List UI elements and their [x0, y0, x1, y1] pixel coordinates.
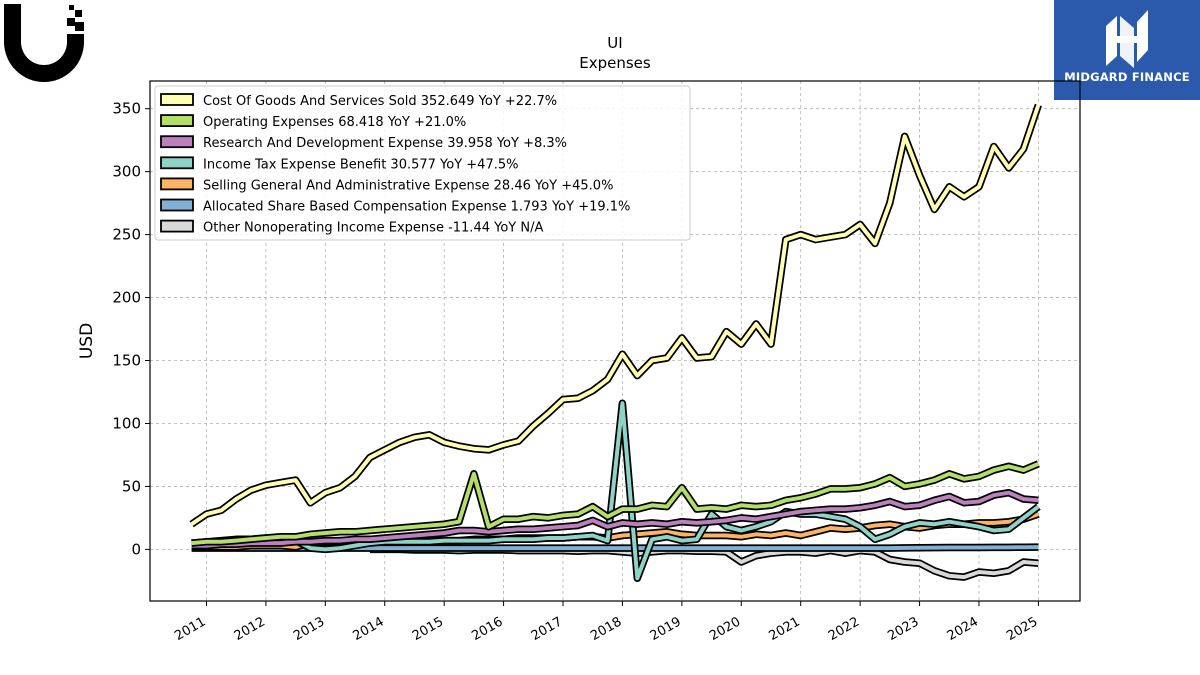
y-tick-label: 350 [112, 100, 141, 118]
series-line-stroke [190, 104, 1041, 526]
x-tick-label: 2023 [885, 614, 921, 644]
chart-title: UI [607, 34, 622, 52]
legend-swatch [160, 93, 194, 106]
x-tick-label: 2017 [529, 614, 565, 644]
legend-label: Other Nonoperating Income Expense -11.44… [203, 221, 543, 236]
midgard-finance-logo-icon: MIDGARD FINANCE [1054, 0, 1200, 100]
series-layer [189, 103, 1042, 583]
series-line-stroke [191, 401, 1040, 581]
y-tick-label: 0 [131, 540, 141, 558]
y-tick-label: 100 [112, 414, 141, 432]
series-line-6 [369, 545, 1039, 581]
legend-label: Allocated Share Based Compensation Expen… [203, 200, 630, 215]
legend-swatch [160, 156, 194, 170]
series-line-3 [191, 399, 1041, 583]
x-tick-label: 2012 [232, 614, 268, 644]
x-tick-label: 2013 [291, 614, 327, 644]
ubiquiti-u-logo-icon [0, 0, 90, 90]
x-tick-label: 2014 [351, 614, 387, 644]
legend-label: Selling General And Administrative Expen… [203, 178, 613, 193]
legend-swatch [160, 135, 194, 149]
legend-swatch [160, 114, 194, 127]
legend-label: Research And Development Expense 39.958 … [203, 136, 567, 151]
x-tick-label: 2011 [172, 614, 208, 644]
y-tick-label: 50 [122, 477, 141, 495]
x-tick-label: 2022 [826, 614, 862, 644]
midgard-finance-brand-text: MIDGARD FINANCE [1064, 70, 1190, 84]
legend-label: Operating Expenses 68.418 YoY +21.0% [203, 115, 466, 130]
chart-subtitle: Expenses [579, 54, 651, 72]
x-tick-label: 2018 [588, 614, 624, 644]
legend-swatch [160, 219, 194, 233]
y-tick-label: 150 [112, 352, 141, 370]
y-tick-label: 300 [112, 163, 141, 181]
series-line-stroke [191, 461, 1040, 546]
legend-swatch [160, 198, 194, 212]
series-line-stroke [191, 490, 1039, 548]
legend-label: Income Tax Expense Benefit 30.577 YoY +4… [203, 157, 518, 172]
x-tick-label: 2020 [707, 614, 743, 644]
y-tick-label: 250 [112, 226, 141, 244]
x-tick-label: 2024 [945, 614, 981, 644]
x-tick-label: 2015 [410, 614, 446, 644]
y-axis-label: USD [77, 323, 97, 359]
x-tick-label: 2021 [767, 614, 803, 644]
legend-swatch [160, 177, 194, 191]
x-tick-label: 2019 [648, 614, 684, 644]
legend-box [154, 85, 691, 241]
legend: Cost Of Goods And Services Sold 352.649 … [154, 85, 691, 241]
series-line-1 [191, 460, 1040, 547]
legend-label: Cost Of Goods And Services Sold 352.649 … [203, 94, 557, 109]
series-line-0 [189, 103, 1042, 528]
y-tick-label: 200 [112, 289, 141, 307]
series-line-2 [191, 488, 1039, 550]
x-tick-label: 2025 [1004, 614, 1040, 644]
x-tick-label: 2016 [469, 614, 505, 644]
plot-frame [149, 80, 1081, 602]
